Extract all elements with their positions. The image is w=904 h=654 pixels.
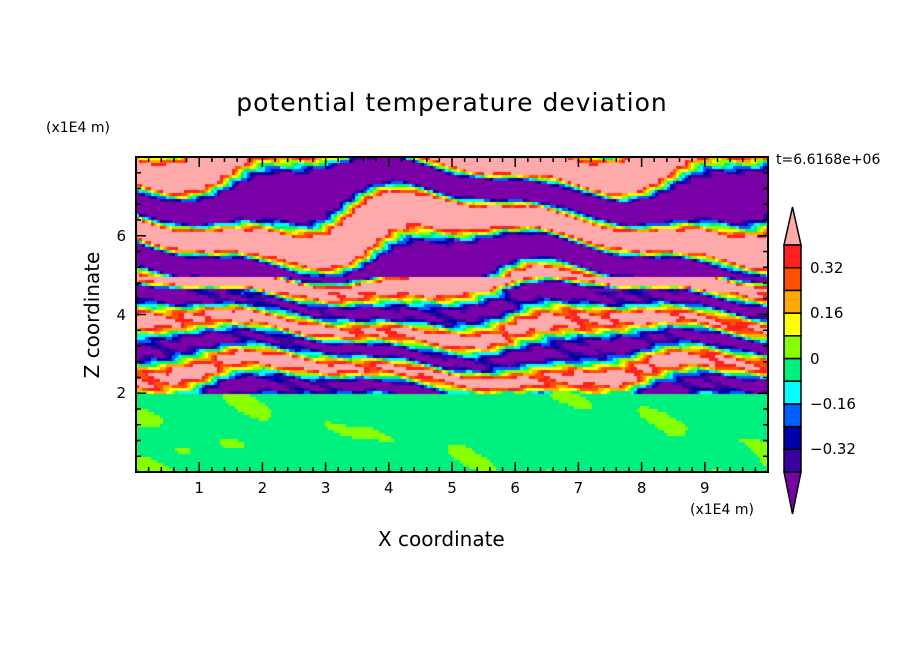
x-tick-label: 1 — [194, 479, 204, 497]
y-tick-label: 4 — [116, 305, 126, 324]
x-tick-label: 5 — [447, 479, 457, 497]
x-tick-label: 6 — [510, 479, 520, 497]
colorbar-swatch — [783, 312, 802, 337]
x-tick-label: 2 — [257, 479, 268, 497]
colorbar-label: −0.16 — [810, 394, 856, 413]
contour-field — [136, 157, 768, 472]
colorbar-swatch — [783, 357, 802, 382]
colorbar-swatch — [783, 380, 802, 405]
x-unit-label: (x1E4 m) — [690, 502, 754, 518]
chart-title: potential temperature deviation — [236, 88, 668, 117]
colorbar-swatch — [783, 403, 802, 428]
colorbar-extend-bottom — [783, 471, 802, 515]
x-tick-label: 3 — [320, 479, 331, 497]
x-tick-label: 8 — [636, 479, 647, 497]
y-tick-label: 6 — [116, 226, 126, 245]
plot-frame — [135, 156, 769, 473]
time-label: t=6.6168e+06 — [776, 152, 881, 168]
y-axis-label: Z coordinate — [80, 251, 104, 379]
colorbar-label: 0.16 — [810, 304, 844, 323]
colorbar-label: −0.32 — [810, 440, 856, 459]
x-tick-label: 7 — [573, 479, 584, 497]
colorbar-swatch — [783, 289, 802, 314]
y-unit-label: (x1E4 m) — [46, 120, 110, 136]
colorbar-label: 0.32 — [810, 258, 844, 277]
colorbar-swatch — [783, 244, 802, 269]
colorbar-swatch — [783, 335, 802, 360]
x-tick-label: 9 — [700, 479, 710, 497]
colorbar-swatch — [783, 448, 802, 473]
colorbar-label: 0 — [810, 349, 820, 368]
colorbar-swatch — [783, 266, 802, 292]
colorbar-extend-top — [783, 206, 802, 246]
y-tick-label: 2 — [116, 384, 126, 403]
x-tick-label: 4 — [384, 479, 394, 497]
colorbar-swatch — [783, 425, 802, 451]
x-axis-label: X coordinate — [378, 527, 505, 551]
